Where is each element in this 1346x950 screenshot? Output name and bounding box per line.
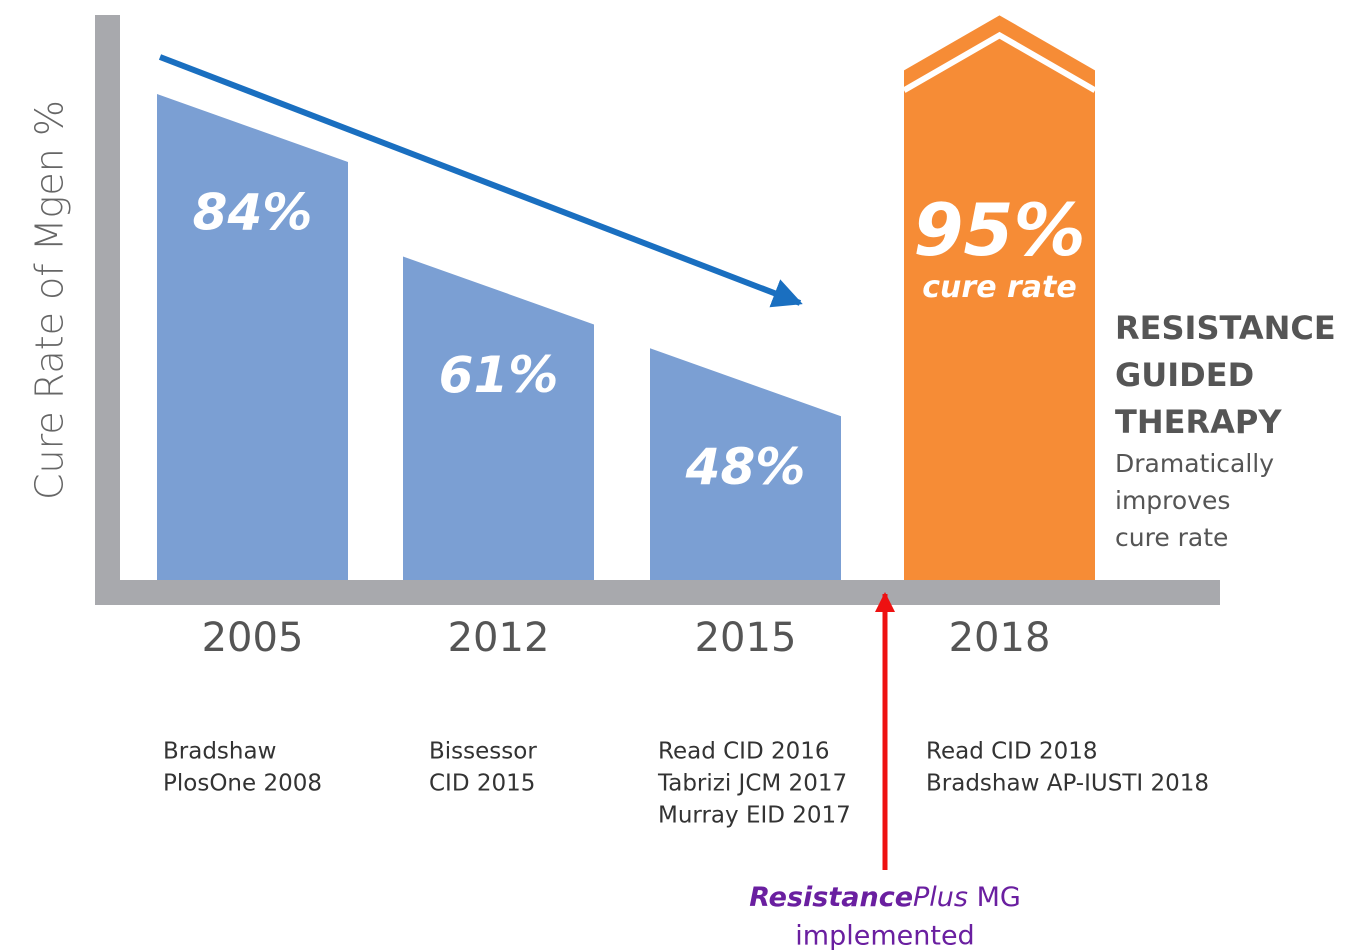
reference: Read CID 2018 [926, 739, 1098, 765]
marker-label: ResistancePlus MG [749, 882, 1021, 913]
bar [403, 256, 594, 580]
reference: Murray EID 2017 [658, 803, 851, 829]
y-axis-label: Cure Rate of Mgen % [28, 100, 72, 500]
annotation-text: improves [1115, 486, 1230, 515]
reference: CID 2015 [429, 771, 535, 797]
bar-chevron [902, 31, 1097, 93]
value-label: 95% [913, 188, 1085, 272]
brand-bold: Resistance [749, 882, 913, 913]
x-axis [95, 580, 1220, 605]
value-label: 48% [685, 438, 806, 496]
reference: Tabrizi JCM 2017 [657, 771, 847, 797]
annotation-heading: GUIDED [1115, 356, 1254, 394]
reference: Read CID 2016 [658, 739, 830, 765]
value-label: 84% [193, 184, 313, 242]
annotation-heading: THERAPY [1115, 403, 1282, 441]
y-axis [95, 15, 120, 605]
trend-arrow [158, 54, 803, 308]
x-tick-label: 2018 [949, 615, 1051, 661]
annotation-heading: RESISTANCE [1115, 309, 1336, 347]
marker-label-2: implemented [795, 921, 974, 950]
annotation-text: cure rate [1115, 523, 1228, 552]
value-label: 61% [439, 346, 559, 404]
reference: Bradshaw AP-IUSTI 2018 [926, 771, 1209, 797]
reference: Bradshaw [163, 739, 276, 765]
x-tick-label: 2015 [695, 615, 797, 661]
bar [157, 94, 348, 580]
reference: PlosOne 2008 [163, 771, 322, 797]
x-tick-label: 2012 [448, 615, 550, 661]
annotation-text: Dramatically [1115, 449, 1274, 478]
value-sublabel: cure rate [922, 270, 1076, 305]
reference: Bissessor [429, 739, 537, 765]
bar [904, 15, 1095, 580]
brand-rest: MG [968, 882, 1021, 913]
bar [650, 348, 841, 580]
x-tick-label: 2005 [202, 615, 304, 661]
brand-italic: Plus [913, 882, 968, 913]
